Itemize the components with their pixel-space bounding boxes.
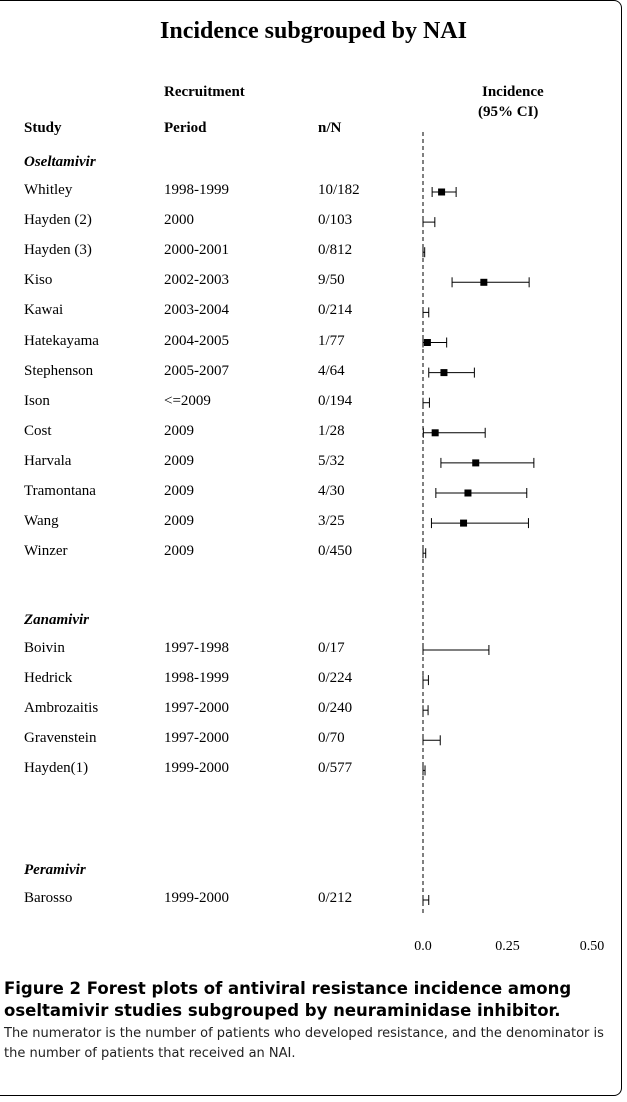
study-name: Hayden(1) <box>24 760 89 777</box>
n-over-n: 4/64 <box>318 362 345 379</box>
recruitment-period: 1997-1998 <box>164 640 229 656</box>
study-name: Hatekayama <box>24 332 99 349</box>
header-incidence-line2: (95% CI) <box>478 104 539 120</box>
study-name: Wang <box>24 513 59 530</box>
recruitment-period: 2002-2003 <box>164 272 229 289</box>
study-name: Boivin <box>24 640 65 656</box>
recruitment-period: 1998-1999 <box>164 182 229 198</box>
study-name: Hedrick <box>24 670 73 687</box>
n-over-n: 0/212 <box>318 890 353 906</box>
study-name: Kawai <box>24 302 64 319</box>
n-over-n: 0/103 <box>318 212 353 229</box>
study-name: Hayden (3) <box>24 242 92 259</box>
n-over-n: 0/70 <box>318 730 345 747</box>
study-name: Whitley <box>24 182 73 198</box>
n-over-n: 1/77 <box>318 332 345 349</box>
recruitment-period: 2005-2007 <box>164 362 229 379</box>
figure-caption: Figure 2 Forest plots of antiviral resis… <box>4 978 616 1064</box>
study-name: Hayden (2) <box>24 212 92 229</box>
recruitment-period: 2009 <box>164 513 194 530</box>
point-estimate <box>464 489 472 497</box>
study-name: Kiso <box>24 272 53 289</box>
recruitment-period: 2009 <box>164 452 194 469</box>
point-estimate <box>472 459 480 467</box>
n-over-n: 0/17 <box>318 640 345 656</box>
header-period-line1: Recruitment <box>164 84 245 100</box>
point-estimate <box>480 278 488 286</box>
n-over-n: 5/32 <box>318 452 345 469</box>
n-over-n: 0/240 <box>318 700 353 717</box>
study-name: Stephenson <box>24 362 94 379</box>
point-estimate <box>460 519 468 527</box>
x-tick-label: 0.0 <box>414 939 432 954</box>
recruitment-period: 2000-2001 <box>164 242 229 259</box>
point-estimate <box>440 369 448 377</box>
recruitment-period: 1997-2000 <box>164 700 229 717</box>
recruitment-period: 1999-2000 <box>164 760 229 777</box>
recruitment-period: 2009 <box>164 422 194 439</box>
group-label: Peramivir <box>24 862 86 878</box>
n-over-n: 3/25 <box>318 513 345 530</box>
n-over-n: 9/50 <box>318 272 345 289</box>
x-tick-label: 0.25 <box>495 939 520 954</box>
n-over-n: 0/214 <box>318 302 353 319</box>
n-over-n: 4/30 <box>318 483 345 499</box>
group-label: Oseltamivir <box>24 154 96 170</box>
recruitment-period: <=2009 <box>164 392 211 409</box>
header-incidence-line1: Incidence <box>482 84 544 100</box>
point-estimate <box>423 339 431 346</box>
study-name: Winzer <box>24 543 68 560</box>
recruitment-period: 2009 <box>164 543 194 560</box>
n-over-n: 0/450 <box>318 543 353 560</box>
header-study: Study <box>24 120 62 136</box>
study-name: Ison <box>24 392 50 409</box>
study-name: Cost <box>24 422 52 439</box>
recruitment-period: 1997-2000 <box>164 730 229 747</box>
recruitment-period: 2009 <box>164 483 194 499</box>
n-over-n: 0/224 <box>318 670 353 687</box>
point-estimate <box>438 188 446 196</box>
recruitment-period: 2000 <box>164 212 194 229</box>
study-name: Gravenstein <box>24 730 97 747</box>
point-estimate <box>431 429 439 437</box>
recruitment-period: 1999-2000 <box>164 890 229 906</box>
n-over-n: 10/182 <box>318 182 360 198</box>
x-tick-label: 0.50 <box>580 939 605 954</box>
n-over-n: 0/812 <box>318 242 353 259</box>
recruitment-period: 2004-2005 <box>164 332 229 349</box>
n-over-n: 0/194 <box>318 392 353 409</box>
recruitment-period: 1998-1999 <box>164 670 229 687</box>
chart-title: Incidence subgrouped by NAI <box>160 18 467 44</box>
header-nn: n/N <box>318 120 342 136</box>
n-over-n: 1/28 <box>318 422 345 439</box>
study-name: Barosso <box>24 890 73 906</box>
group-label: Zanamivir <box>24 612 90 628</box>
n-over-n: 0/577 <box>318 760 353 777</box>
caption-body: The numerator is the number of patients … <box>4 1026 604 1061</box>
study-name: Tramontana <box>24 483 96 499</box>
caption-title: Figure 2 Forest plots of antiviral resis… <box>4 979 572 1020</box>
study-name: Ambrozaitis <box>24 700 99 717</box>
study-name: Harvala <box>24 452 72 469</box>
header-period-line2: Period <box>164 120 207 136</box>
recruitment-period: 2003-2004 <box>164 302 229 319</box>
